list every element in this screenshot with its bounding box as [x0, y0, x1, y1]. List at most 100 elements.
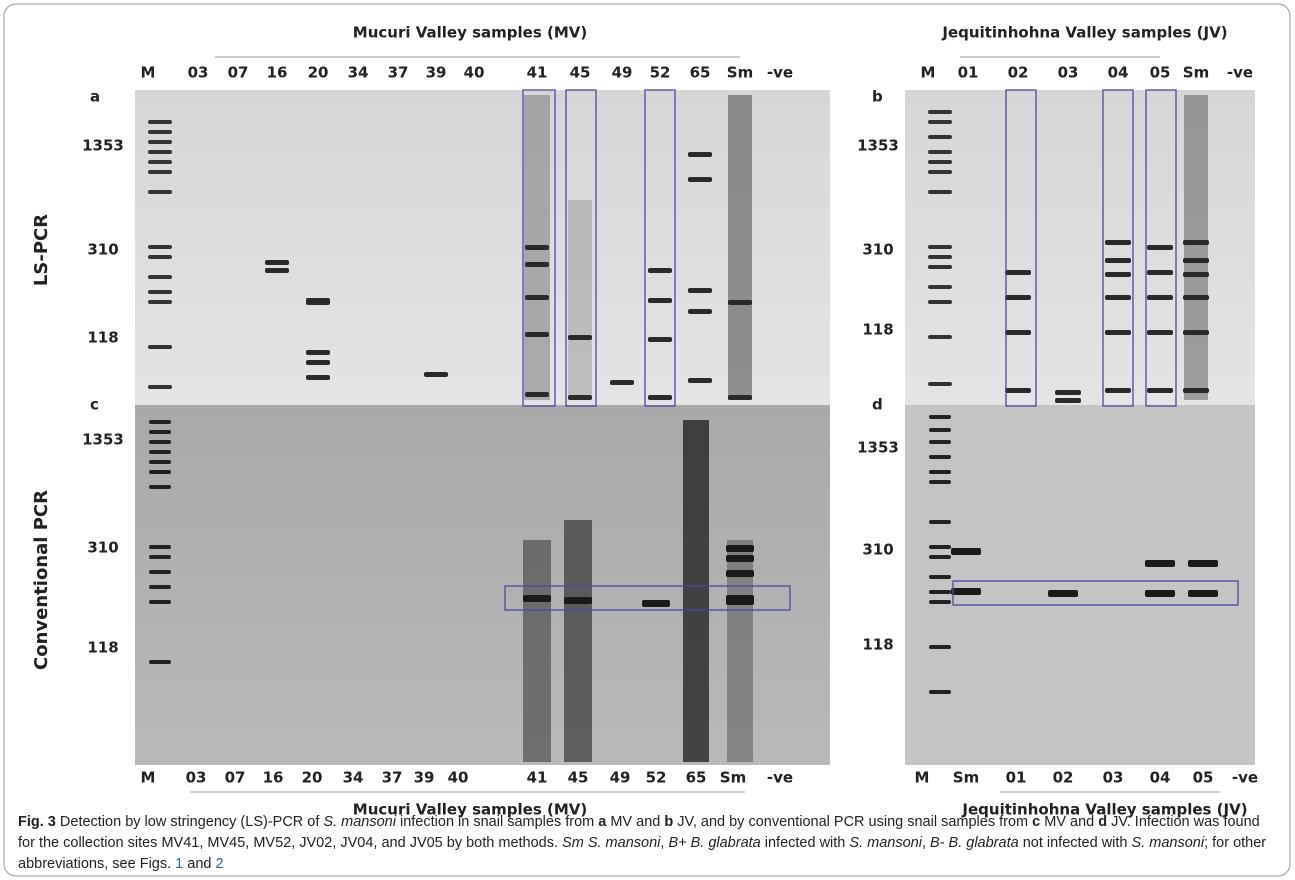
gel-band: [148, 190, 172, 194]
gel-band: [1183, 240, 1209, 245]
gel-band: [306, 350, 330, 355]
gel-band: [688, 177, 712, 182]
gel-band: [265, 260, 289, 265]
gel-band: [929, 645, 951, 649]
lane-label: 04: [1150, 769, 1171, 787]
gel-band: [928, 382, 952, 386]
gel-band: [1183, 258, 1209, 263]
caption-text: S. mansoni: [849, 835, 922, 851]
gel-band: [728, 395, 752, 400]
header: Mucuri Valley samples (MV): [353, 24, 587, 42]
gel-band: [1005, 330, 1031, 335]
gel-band: [928, 245, 952, 249]
gel-band: [148, 255, 172, 259]
gel-band: [1147, 270, 1173, 275]
gel-band: [149, 545, 171, 549]
gel-band: [148, 150, 172, 154]
gel-band: [1105, 258, 1131, 263]
gel-band: [928, 300, 952, 304]
lane-label: 03: [1058, 64, 1079, 82]
gel-band: [928, 160, 952, 164]
gel-band: [928, 110, 952, 114]
lane-label: 39: [426, 64, 447, 82]
lane-label: M: [921, 64, 936, 82]
lane-label: -ve: [767, 64, 793, 82]
gel-band: [1183, 388, 1209, 393]
gel-smear: [564, 520, 592, 762]
lane-label: 40: [448, 769, 469, 787]
gel-band: [525, 245, 549, 250]
gel-band: [929, 690, 951, 694]
gel-band: [929, 600, 951, 604]
lane-label: 05: [1193, 769, 1214, 787]
size-marker: 310: [87, 539, 118, 557]
gel-band: [1147, 330, 1173, 335]
gel-band: [1105, 330, 1131, 335]
caption-text: ,: [921, 835, 931, 851]
gel-band: [1055, 390, 1081, 395]
lane-label: 20: [308, 64, 329, 82]
caption-text: JV, and by conventional PCR using snail …: [673, 814, 1033, 830]
gel-band: [1105, 295, 1131, 300]
gel-band: [568, 335, 592, 340]
gel-band: [929, 440, 951, 444]
gel-band: [688, 152, 712, 157]
gel-band: [928, 120, 952, 124]
gel-band: [149, 585, 171, 589]
gel-band: [1147, 295, 1173, 300]
gel-band: [728, 300, 752, 305]
caption-link[interactable]: 2: [215, 856, 224, 872]
lane-label: 37: [388, 64, 409, 82]
lane-label: 05: [1150, 64, 1171, 82]
lane-label: Sm: [1183, 64, 1209, 82]
gel-band: [648, 395, 672, 400]
gel-band: [928, 135, 952, 139]
gel-band: [525, 262, 549, 267]
highlight-boxes: [504, 89, 1239, 611]
gel-band: [642, 600, 670, 607]
lane-label: Sm: [953, 769, 979, 787]
size-marker: 118: [87, 639, 118, 657]
gel-a: [135, 90, 830, 405]
panel-letter: d: [872, 396, 883, 414]
lane-label: 40: [464, 64, 485, 82]
gel-band: [929, 555, 951, 559]
gel-band: [306, 360, 330, 365]
gel-band: [424, 372, 448, 377]
gel-band: [929, 520, 951, 524]
lane-label: 04: [1108, 64, 1129, 82]
caption-text: S. mansoni: [323, 814, 396, 830]
gel-band: [1145, 560, 1175, 567]
lane-label: Sm: [720, 769, 746, 787]
lane-label: 37: [382, 769, 403, 787]
lane-label: 07: [228, 64, 249, 82]
gel-band: [525, 295, 549, 300]
lane-label: 39: [414, 769, 435, 787]
lane-label: 02: [1008, 64, 1029, 82]
lane-label: 01: [958, 64, 979, 82]
gel-band: [1147, 388, 1173, 393]
gel-band: [1105, 240, 1131, 245]
gel-band: [148, 160, 172, 164]
gel-band: [1188, 590, 1218, 597]
caption-text: a: [598, 814, 607, 830]
lane-label: 16: [263, 769, 284, 787]
caption-text: B+ B. glabrata: [668, 835, 761, 851]
gel-band: [688, 309, 712, 314]
caption-link[interactable]: 1: [175, 856, 184, 872]
lane-label: 52: [650, 64, 671, 82]
gel-band: [149, 430, 171, 434]
gel-band: [148, 275, 172, 279]
lane-label: 07: [225, 769, 246, 787]
gel-band: [951, 588, 981, 595]
lane-label: 41: [527, 64, 548, 82]
bands: [148, 95, 1218, 762]
gel-smear: [728, 95, 752, 400]
header: Mucuri Valley samples (MV): [353, 801, 587, 819]
gel-band: [1183, 295, 1209, 300]
lane-label: -ve: [1227, 64, 1253, 82]
caption-text: and: [183, 856, 216, 872]
lane-label: 03: [186, 769, 207, 787]
lane-label: 03: [188, 64, 209, 82]
gel-band: [929, 415, 951, 419]
